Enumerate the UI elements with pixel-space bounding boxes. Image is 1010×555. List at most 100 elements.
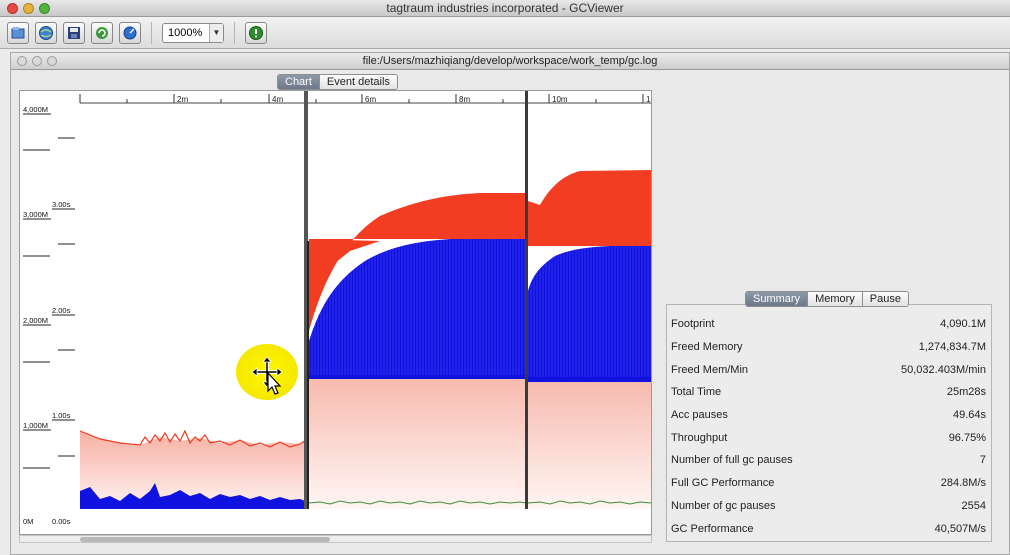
heap-fill-area	[528, 379, 651, 509]
save-button[interactable]	[63, 21, 85, 44]
tab-memory[interactable]: Memory	[808, 292, 863, 306]
tab-pause[interactable]: Pause	[862, 292, 908, 306]
summary-value: 25m28s	[946, 386, 986, 399]
summary-panel: Footprint 4,090.1M Freed Memory 1,274,834.…	[666, 291, 992, 542]
heap-fill-area	[80, 431, 305, 509]
pause-axis-label: 3.00s	[52, 200, 71, 209]
time-tick-label: 2m	[177, 95, 188, 104]
used-heap-floor	[528, 377, 651, 382]
memory-axis-label: 2,000M	[23, 316, 48, 325]
used-heap-area	[309, 239, 527, 379]
summary-value: 7	[979, 454, 986, 467]
summary-value: 49.64s	[952, 409, 986, 422]
app-title: tagtraum industries incorporated - GCVie…	[386, 1, 624, 15]
scrollbar-thumb[interactable]	[80, 537, 330, 542]
summary-row: Freed Memory 1,274,834.7M	[667, 336, 991, 359]
document-zoom-button[interactable]	[47, 56, 57, 66]
open-file-icon	[11, 26, 25, 38]
pause-axis-label: 1.00s	[52, 411, 71, 420]
chevron-down-icon: ▼	[209, 23, 223, 42]
document-close-button[interactable]	[17, 56, 27, 66]
summary-label: Total Time	[671, 386, 722, 399]
heap-fill-area	[309, 375, 527, 509]
gc-pause-line	[308, 500, 528, 505]
toolbar: 1000% ▼	[0, 17, 1010, 49]
watch-icon	[123, 26, 137, 39]
summary-row: Freed Mem/Min 50,032.403M/min	[667, 358, 991, 381]
summary-label: Number of gc pauses	[671, 499, 776, 512]
tab-event-details[interactable]: Event details	[319, 75, 397, 89]
summary-label: GC Performance	[671, 522, 754, 535]
open-url-icon	[39, 25, 53, 40]
tab-summary[interactable]: Summary	[746, 292, 809, 306]
time-tick-label: 4m	[272, 95, 283, 104]
full-gc-marker	[307, 241, 309, 509]
document-window: file:/Users/mazhiqiang/develop/workspace…	[10, 52, 1010, 555]
document-minimize-button[interactable]	[32, 56, 42, 66]
pause-axis-label: 2.00s	[52, 306, 71, 315]
summary-row: Footprint 4,090.1M	[667, 313, 991, 336]
info-icon	[249, 25, 263, 40]
total-heap-line	[79, 429, 306, 448]
open-file-button[interactable]	[7, 21, 29, 44]
summary-value: 2554	[961, 499, 986, 512]
memory-axis-label: 3,000M	[23, 210, 48, 219]
zoom-select[interactable]: 1000% ▼	[162, 22, 224, 43]
time-axis-ticks	[79, 94, 644, 103]
summary-value: 40,507M/s	[934, 522, 986, 535]
move-cursor-icon	[251, 356, 283, 395]
summary-label: Freed Memory	[671, 341, 743, 354]
refresh-icon	[96, 26, 108, 39]
time-tick-label: 8m	[459, 95, 470, 104]
total-heap-area	[309, 239, 380, 331]
summary-label: Freed Mem/Min	[671, 363, 749, 376]
memory-axis-label: 4,000M	[23, 105, 48, 114]
y-axis-dashes	[23, 137, 75, 469]
time-tick-label: 1	[646, 95, 651, 104]
summary-tabs: Summary Memory Pause	[745, 291, 909, 307]
summary-row: Acc pauses 49.64s	[667, 404, 991, 427]
watch-button[interactable]	[119, 21, 141, 44]
window-controls	[7, 3, 50, 14]
summary-label: Acc pauses	[671, 409, 728, 422]
cursor-highlight	[236, 344, 298, 400]
gc-chart-canvas: 2m 4m 6m 8m 10m 1	[23, 91, 651, 526]
close-window-button[interactable]	[7, 3, 18, 14]
used-heap-area	[528, 246, 651, 382]
summary-value: 1,274,834.7M	[918, 341, 986, 354]
minimize-window-button[interactable]	[23, 3, 34, 14]
zoom-window-button[interactable]	[39, 3, 50, 14]
memory-axis-label: 1,000M	[23, 421, 48, 430]
summary-row: GC Performance 40,507M/s	[667, 517, 991, 540]
used-heap-area	[80, 483, 305, 509]
document-window-controls	[17, 56, 57, 66]
total-heap-area	[528, 170, 651, 246]
summary-label: Number of full gc pauses	[671, 454, 793, 467]
memory-axis-label: 0M	[23, 517, 33, 526]
summary-row: Number of gc pauses 2554	[667, 495, 991, 518]
chart-horizontal-scrollbar[interactable]	[19, 535, 652, 543]
gc-pause-line	[527, 500, 651, 505]
summary-label: Full GC Performance	[671, 477, 775, 490]
tab-chart[interactable]: Chart	[278, 75, 320, 89]
summary-row: Throughput 96.75%	[667, 426, 991, 449]
time-tick-label: 10m	[552, 95, 568, 104]
axis-underlines	[23, 113, 75, 431]
refresh-button[interactable]	[91, 21, 113, 44]
summary-row: Number of full gc pauses 7	[667, 449, 991, 472]
pause-axis-label: 0.00s	[52, 517, 71, 526]
document-titlebar: file:/Users/mazhiqiang/develop/workspace…	[11, 53, 1009, 70]
summary-value: 4,090.1M	[940, 318, 986, 331]
used-heap-floor	[309, 375, 527, 379]
toolbar-separator	[234, 21, 235, 44]
chart-tabs: Chart Event details	[277, 74, 398, 90]
open-url-button[interactable]	[35, 21, 57, 44]
time-tick-label: 6m	[365, 95, 376, 104]
summary-row: Total Time 25m28s	[667, 381, 991, 404]
zoom-value: 1000%	[168, 26, 203, 39]
summary-value: 96.75%	[948, 431, 986, 444]
gc-chart[interactable]: 2m 4m 6m 8m 10m 1	[19, 90, 652, 535]
summary-value: 50,032.403M/min	[901, 363, 986, 376]
document-title: file:/Users/mazhiqiang/develop/workspace…	[362, 55, 658, 67]
info-button[interactable]	[245, 21, 267, 44]
